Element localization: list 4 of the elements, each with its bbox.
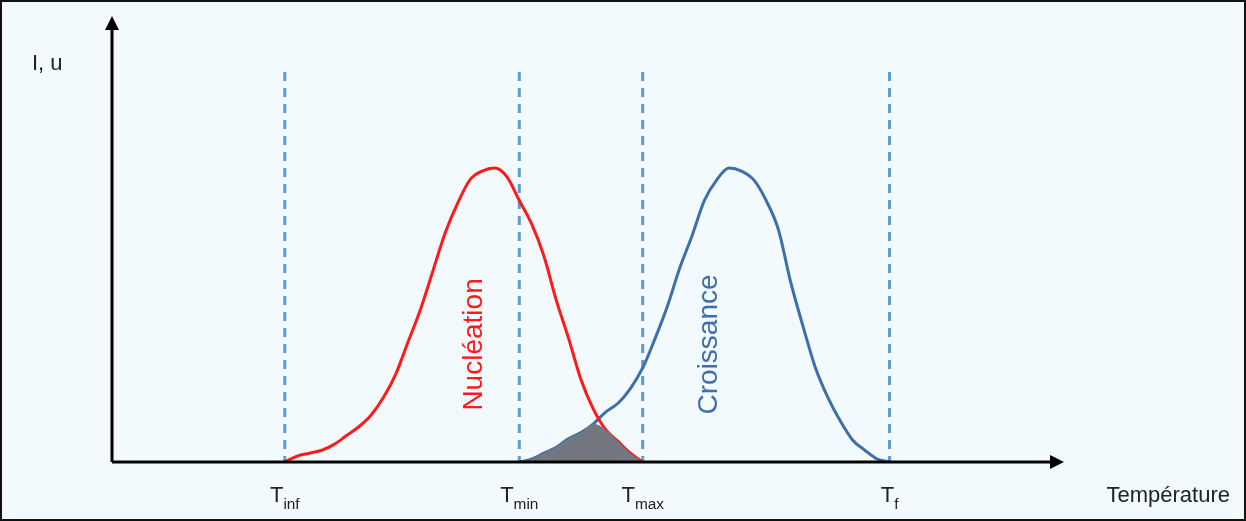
x-axis-title: Température [1106,482,1231,507]
text: Nucléation [457,278,489,411]
y-axis-title: I, u [32,50,63,75]
text: Croissance [691,274,723,415]
